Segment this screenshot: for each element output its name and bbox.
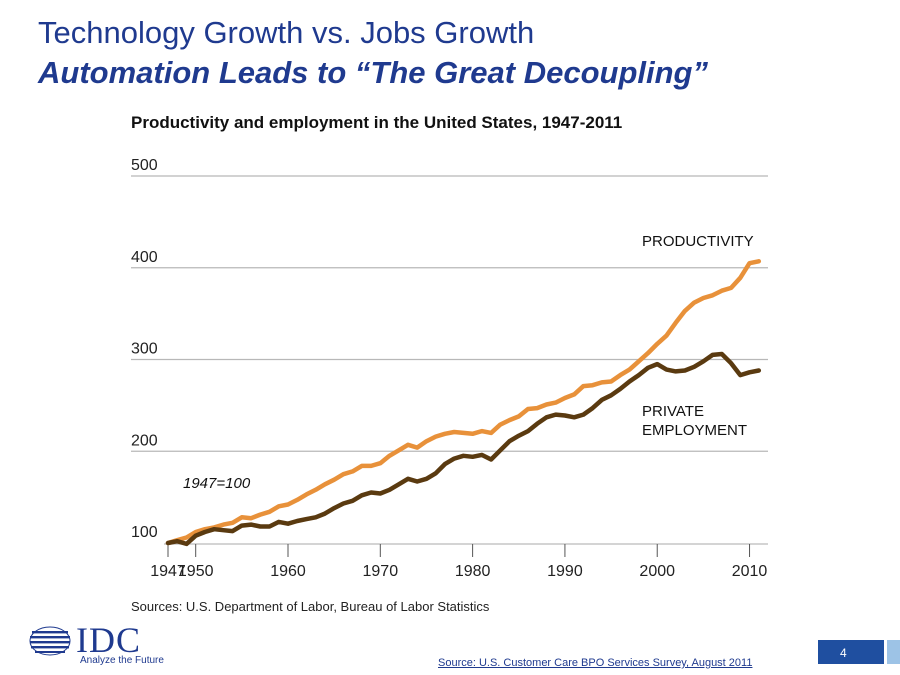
base-year-note: 1947=100 <box>183 475 251 492</box>
x-tick-label-1990: 1990 <box>547 563 583 580</box>
series-label-private-employment-1: PRIVATE <box>642 403 704 420</box>
subtitle-emphasis: Automation <box>38 55 211 90</box>
x-tick-label-2000: 2000 <box>639 563 675 580</box>
x-tick-label-1950: 1950 <box>178 563 214 580</box>
chart-series <box>165 259 762 547</box>
series-line-productivity <box>165 259 762 546</box>
globe-icon <box>29 626 71 656</box>
logo-wordmark: IDC <box>76 620 141 660</box>
y-tick-label-300: 300 <box>131 341 158 358</box>
slide-subtitle: Automation Leads to “The Great Decouplin… <box>38 54 708 92</box>
series-labels: PRODUCTIVITY PRIVATE EMPLOYMENT <box>642 233 754 439</box>
page-number: 4 <box>818 640 884 664</box>
x-tick-label-2010: 2010 <box>732 563 768 580</box>
series-label-private-employment-2: EMPLOYMENT <box>642 422 747 439</box>
y-tick-label-400: 400 <box>131 249 158 266</box>
chart-grid <box>131 175 768 452</box>
page-number-accent <box>887 640 900 664</box>
chart-title: Productivity and employment in the Unite… <box>131 113 622 132</box>
chart-source: Sources: U.S. Department of Labor, Burea… <box>131 599 490 614</box>
subtitle-rest: Leads to “The Great Decoupling” <box>210 55 708 90</box>
footer-source-link[interactable]: Source: U.S. Customer Care BPO Services … <box>438 657 753 669</box>
productivity-employment-chart: Productivity and employment in the Unite… <box>131 113 768 614</box>
x-tick-label-1947: 1947 <box>150 563 186 580</box>
slide-title: Technology Growth vs. Jobs Growth <box>38 15 535 50</box>
x-tick-label-1980: 1980 <box>455 563 491 580</box>
y-tick-label-100: 100 <box>131 524 158 541</box>
y-tick-label-500: 500 <box>131 157 158 174</box>
series-label-productivity: PRODUCTIVITY <box>642 233 754 250</box>
idc-logo: IDC Analyze the Future <box>28 620 168 670</box>
x-tick-label-1960: 1960 <box>270 563 306 580</box>
x-tick-label-1970: 1970 <box>363 563 399 580</box>
logo-tagline: Analyze the Future <box>80 655 164 666</box>
y-axis-ticks: 100 200 300 400 500 <box>131 157 158 541</box>
y-tick-label-200: 200 <box>131 432 158 449</box>
series-line-private-employment <box>165 351 762 547</box>
